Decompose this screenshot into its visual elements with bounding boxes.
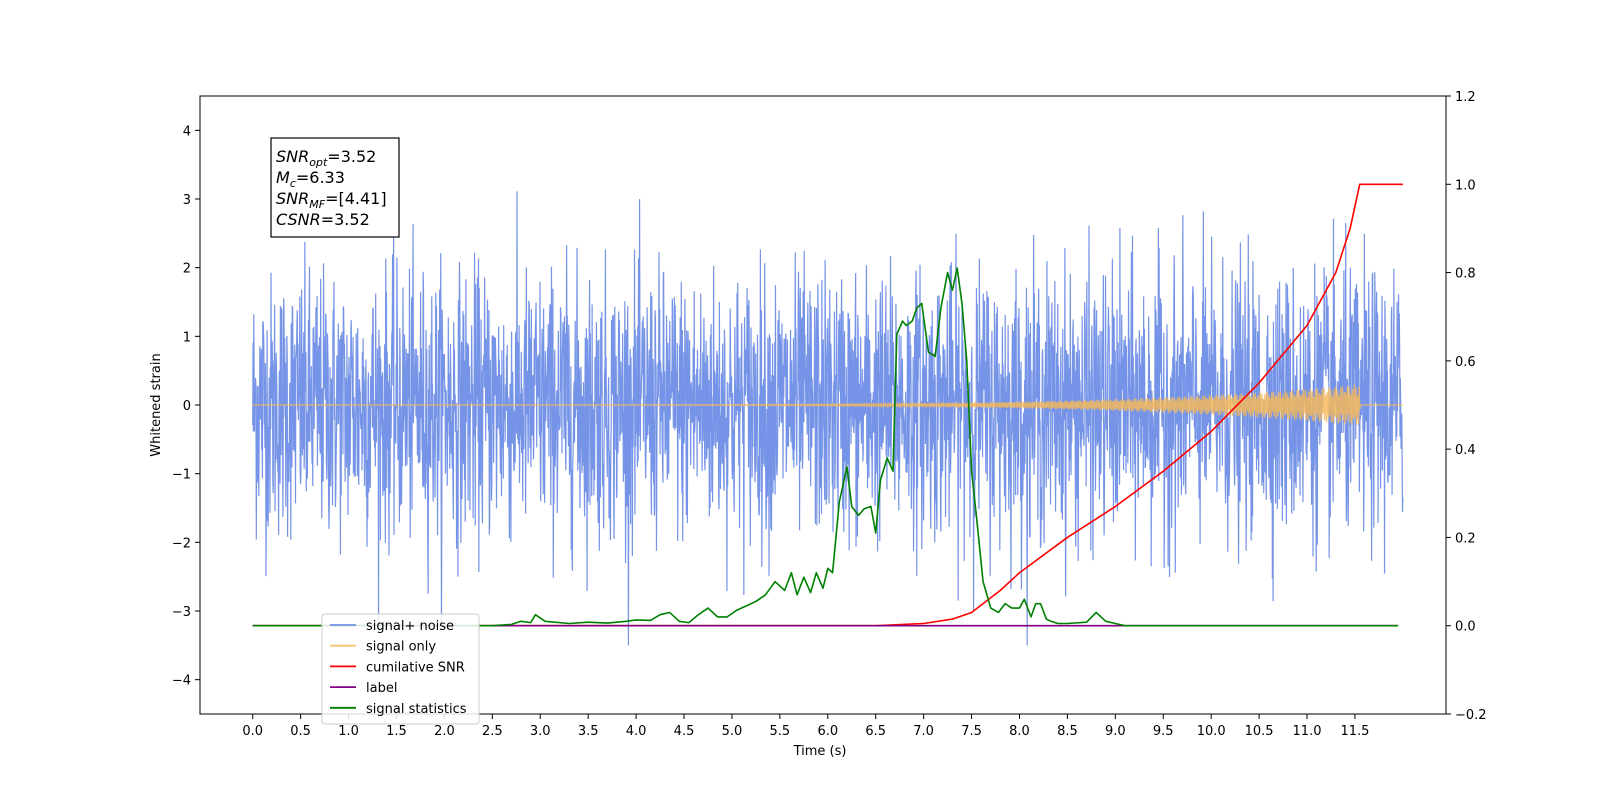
- y2-tick-label: 0.6: [1455, 355, 1476, 370]
- x-tick-label: 0.0: [242, 724, 263, 739]
- y-axis-left: −4 −3 −2 −1 0 1 2 3 4: [172, 124, 200, 689]
- legend: signal+ noise signal only cumilative SNR la…: [321, 613, 480, 725]
- x-axis-label: Time (s): [793, 744, 847, 759]
- series-signal-only: [252, 384, 1403, 425]
- y-axis-label: Whitened strain: [149, 353, 164, 456]
- y2-tick-label: −0.2: [1455, 708, 1487, 723]
- y-tick-label: 2: [183, 262, 191, 277]
- annotation-line: SNRMF=[4.41]: [276, 189, 387, 211]
- x-tick-label: 7.5: [961, 724, 982, 739]
- x-tick-label: 9.0: [1105, 724, 1126, 739]
- x-tick-label: 10.0: [1197, 724, 1226, 739]
- series-signal-statistics: [252, 267, 1399, 627]
- y2-tick-label: 1.2: [1455, 90, 1476, 105]
- legend-label-signal-noise: signal+ noise: [366, 619, 454, 634]
- y-tick-label: −3: [172, 605, 191, 620]
- x-tick-label: 6.0: [817, 724, 838, 739]
- y-tick-label: 3: [183, 193, 191, 208]
- y-tick-label: −4: [172, 674, 191, 689]
- x-tick-label: 4.5: [674, 724, 695, 739]
- x-tick-label: 4.0: [626, 724, 647, 739]
- series-layer: [252, 183, 1404, 646]
- x-tick-label: 5.5: [770, 724, 791, 739]
- y-tick-label: −1: [172, 468, 191, 483]
- x-tick-label: 2.0: [434, 724, 455, 739]
- annotation-frame: [270, 137, 400, 238]
- legend-label-signal-statistics: signal statistics: [366, 702, 467, 717]
- series-signal-noise: [252, 191, 1404, 646]
- y2-tick-label: 0.0: [1455, 620, 1476, 635]
- y2-tick-label: 0.4: [1455, 443, 1476, 458]
- annotation-line: Mc=6.33: [276, 168, 345, 190]
- x-tick-label: 8.0: [1009, 724, 1030, 739]
- x-tick-label: 8.5: [1057, 724, 1078, 739]
- x-axis: 0.0 0.5 1.0 1.5 2.0 2.5 3.0 3.5 4.0 4.5 5.0 5.5 6.0 6…: [242, 714, 1369, 739]
- legend-label-cumilative-snr: cumilative SNR: [366, 660, 465, 675]
- annotation-line: SNRopt=3.52: [276, 147, 376, 169]
- y2-tick-label: 0.2: [1455, 531, 1476, 546]
- x-tick-label: 10.5: [1245, 724, 1274, 739]
- annotation-line: CSNR=3.52: [276, 210, 370, 229]
- x-tick-label: 0.5: [290, 724, 311, 739]
- series-cumilative-snr: [252, 183, 1403, 627]
- x-tick-label: 3.5: [578, 724, 599, 739]
- x-tick-label: 7.0: [913, 724, 934, 739]
- y-axis-right: −0.2 0.0 0.2 0.4 0.6 0.8 1.0 1.2: [1446, 90, 1487, 723]
- legend-frame: [321, 613, 480, 725]
- x-tick-label: 5.0: [722, 724, 743, 739]
- x-tick-label: 1.5: [386, 724, 407, 739]
- legend-label-signal-only: signal only: [366, 640, 436, 655]
- legend-label-label: label: [366, 681, 397, 696]
- y-tick-label: 1: [183, 330, 191, 345]
- x-tick-label: 2.5: [482, 724, 503, 739]
- y-tick-label: 4: [183, 124, 191, 139]
- x-tick-label: 11.0: [1293, 724, 1322, 739]
- y2-tick-label: 1.0: [1455, 178, 1476, 193]
- y-tick-label: −2: [172, 536, 191, 551]
- x-tick-label: 9.5: [1153, 724, 1174, 739]
- y2-tick-label: 0.8: [1455, 267, 1476, 282]
- x-tick-label: 1.0: [338, 724, 359, 739]
- x-tick-label: 11.5: [1340, 724, 1369, 739]
- x-tick-label: 6.5: [865, 724, 886, 739]
- x-tick-label: 3.0: [530, 724, 551, 739]
- y-tick-label: 0: [183, 399, 191, 414]
